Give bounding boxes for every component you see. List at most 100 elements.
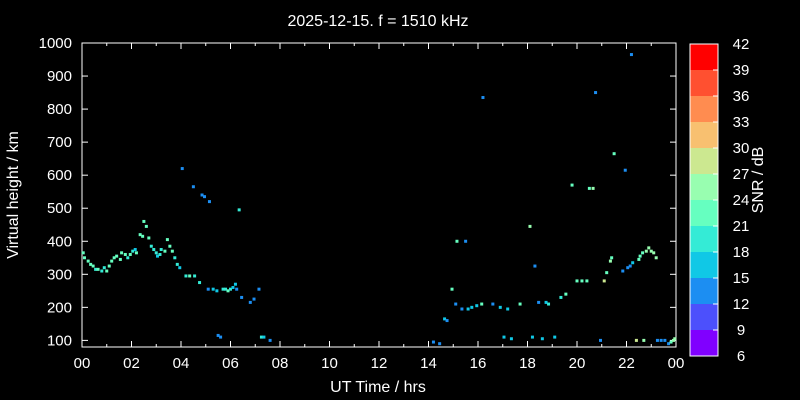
data-point	[248, 300, 252, 304]
y-axis-label: Virtual height / km	[5, 131, 22, 259]
chart-title: 2025-12-15. f = 1510 kHz	[287, 13, 468, 30]
data-point	[480, 302, 484, 306]
data-point	[91, 264, 95, 268]
colorbar: 6 9 12 15 18 21 24 27 30 33 36 39 42	[689, 36, 750, 365]
data-point	[466, 307, 470, 311]
data-point	[502, 335, 506, 339]
data-point	[229, 287, 232, 291]
data-point	[128, 252, 132, 256]
colorbar-segment	[690, 96, 718, 122]
y-tick-label: 500	[47, 200, 72, 217]
y-tick-label: 100	[47, 332, 72, 349]
data-point	[152, 248, 156, 252]
data-point	[641, 251, 645, 255]
data-point	[82, 256, 86, 260]
colorbar-segment	[690, 148, 718, 174]
x-tick-label: 22	[618, 355, 635, 372]
x-tick-label: 02	[123, 355, 140, 372]
data-point	[580, 279, 584, 283]
data-point	[224, 287, 228, 291]
data-point	[123, 252, 127, 256]
x-tick-label: 08	[272, 355, 289, 372]
data-point	[105, 269, 109, 273]
data-point	[608, 259, 612, 263]
x-tick-label: 18	[519, 355, 536, 372]
x-tick-label: 00	[74, 355, 91, 372]
data-point	[81, 251, 85, 255]
data-point	[663, 338, 667, 342]
data-point	[649, 249, 653, 253]
data-point	[154, 251, 158, 255]
data-point	[115, 254, 119, 258]
data-point	[623, 168, 627, 172]
data-point	[138, 233, 142, 237]
data-point	[655, 338, 659, 342]
y-tick-label: 400	[47, 233, 72, 250]
data-point	[669, 340, 673, 344]
data-point	[491, 302, 495, 306]
data-point	[231, 286, 235, 290]
data-point	[206, 287, 210, 291]
data-point	[191, 185, 195, 189]
colorbar-segment	[690, 122, 718, 148]
data-point	[233, 282, 237, 286]
colorbar-segment	[690, 200, 718, 226]
colorbar-segment	[690, 70, 718, 96]
data-point	[455, 239, 459, 243]
data-point	[673, 337, 677, 341]
data-point	[257, 287, 261, 291]
data-point	[180, 167, 184, 171]
data-point	[168, 244, 172, 248]
colorbar-segment	[690, 304, 718, 330]
data-point	[506, 307, 510, 311]
x-axis-label: UT Time / hrs	[330, 379, 426, 396]
data-point	[188, 274, 192, 278]
data-point	[149, 244, 153, 248]
data-point	[226, 289, 230, 293]
data-point	[518, 302, 522, 306]
data-point	[438, 342, 442, 346]
data-point	[102, 266, 106, 270]
data-point	[537, 300, 541, 304]
data-point	[240, 295, 244, 299]
colorbar-tick-label: 39	[733, 62, 750, 79]
data-point	[475, 304, 479, 308]
data-point	[86, 259, 90, 263]
colorbar-segment	[690, 278, 718, 304]
data-point	[126, 256, 130, 260]
data-point	[575, 279, 579, 283]
data-point	[155, 254, 159, 258]
data-point	[215, 289, 219, 293]
colorbar-segment	[690, 174, 718, 200]
colorbar-tick-label: 36	[733, 88, 750, 105]
data-point	[591, 186, 595, 190]
plot-area: 00 02 04 06 08 10 12 14 16 18 20 22 0010020030040050…	[39, 35, 685, 372]
data-point	[610, 256, 614, 260]
data-point	[570, 183, 574, 187]
y-tick-label: 700	[47, 134, 72, 151]
data-point	[131, 249, 135, 253]
data-point	[450, 287, 454, 291]
data-point	[672, 338, 676, 342]
x-tick-label: 10	[321, 355, 338, 372]
data-point	[631, 261, 635, 265]
x-tick-label: 04	[173, 355, 190, 372]
points-layer	[81, 53, 677, 346]
colorbar-tick-label: 30	[733, 140, 750, 157]
data-point	[481, 96, 485, 100]
data-point	[118, 257, 122, 261]
data-point	[262, 335, 266, 339]
colorbar-tick-label: 15	[733, 270, 750, 287]
y-tick-label: 800	[47, 101, 72, 118]
y-tick-label: 300	[47, 266, 72, 283]
data-point	[221, 287, 225, 291]
data-point	[198, 281, 202, 285]
data-point	[533, 264, 537, 268]
data-point	[559, 295, 563, 299]
data-point	[94, 267, 98, 271]
data-point	[259, 335, 263, 339]
data-point	[268, 338, 272, 342]
data-point	[509, 337, 513, 341]
x-tick-label: 16	[470, 355, 487, 372]
